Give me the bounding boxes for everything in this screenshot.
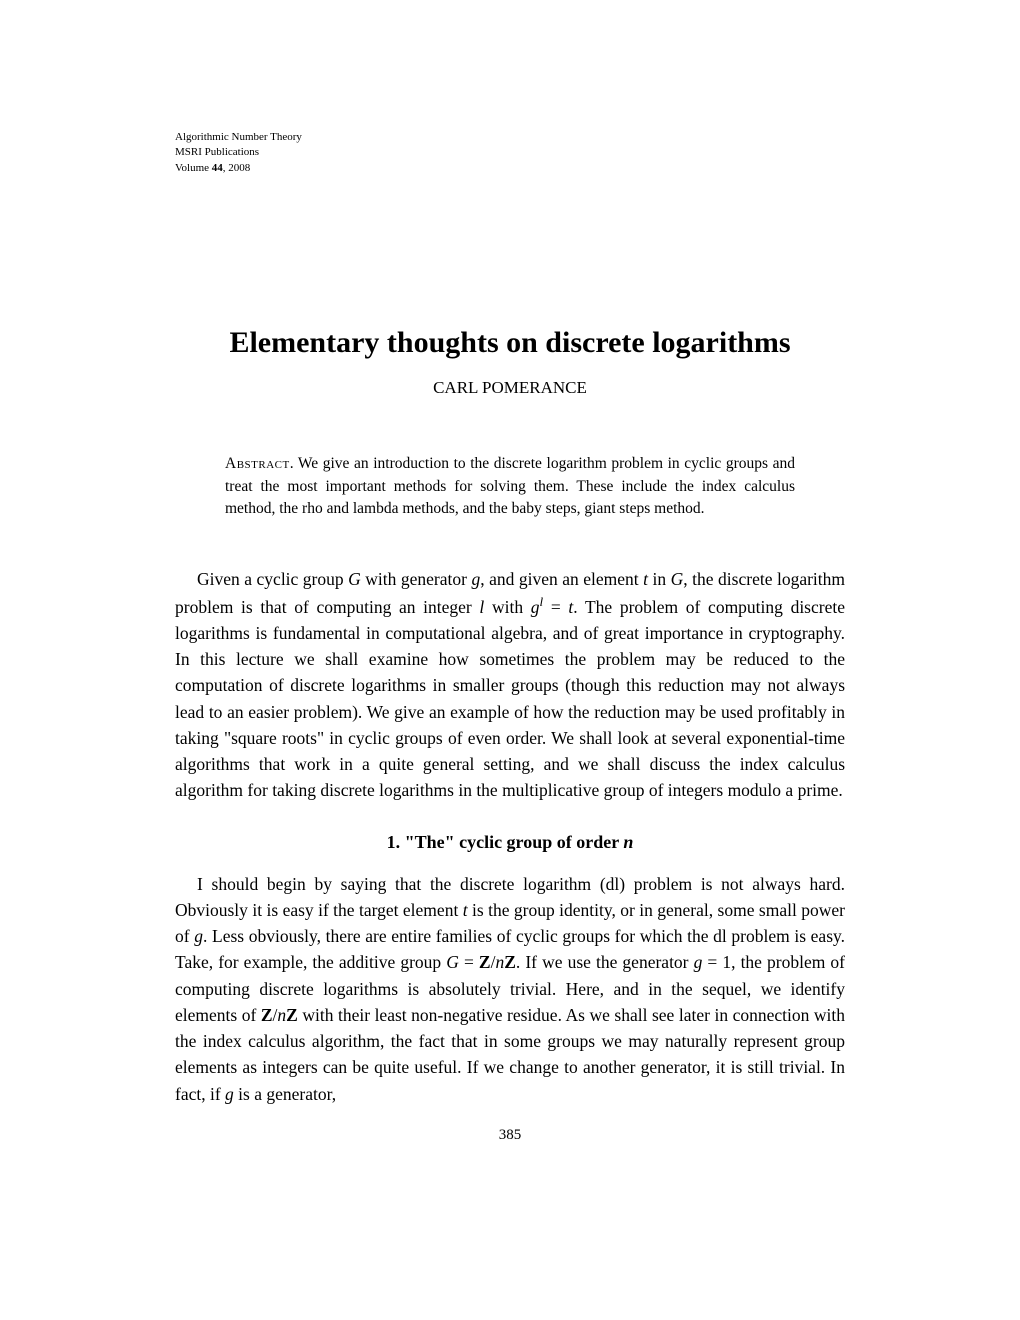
intro-paragraph: Given a cyclic group G with generator g,… — [175, 566, 845, 804]
paper-author: CARL POMERANCE — [175, 378, 845, 398]
header-line-3: Volume 44, 2008 — [175, 161, 845, 176]
paper-title: Elementary thoughts on discrete logarith… — [175, 326, 845, 360]
page-container: Algorithmic Number Theory MSRI Publicati… — [0, 0, 1020, 1144]
publication-header: Algorithmic Number Theory MSRI Publicati… — [175, 130, 845, 176]
page-number: 385 — [175, 1127, 845, 1144]
abstract-label: Abstract — [225, 455, 290, 472]
abstract-block: Abstract. We give an introduction to the… — [175, 453, 845, 520]
header-line-2: MSRI Publications — [175, 145, 845, 160]
header-line-1: Algorithmic Number Theory — [175, 130, 845, 145]
abstract-text: . We give an introduction to the discret… — [225, 455, 795, 517]
section-1-paragraph: I should begin by saying that the discre… — [175, 871, 845, 1107]
section-1-heading: 1. "The" cyclic group of order n — [175, 832, 845, 853]
